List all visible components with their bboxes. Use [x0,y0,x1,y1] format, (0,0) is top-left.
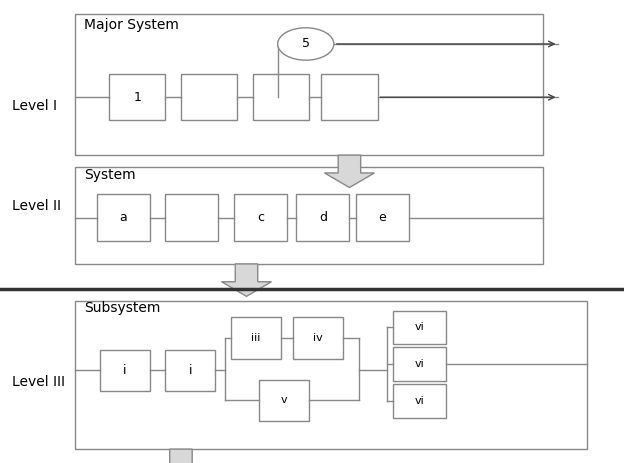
Text: i: i [188,364,192,377]
Bar [75,167,543,264]
Text: iii: iii [251,333,261,343]
Text: Level II: Level II [12,199,62,213]
Bar [165,194,218,241]
Bar [75,14,543,155]
Text: Subsystem: Subsystem [84,301,160,315]
Bar [97,194,150,241]
Bar [296,194,349,241]
Text: iv: iv [313,333,323,343]
Text: vi: vi [415,396,424,406]
Bar [231,317,281,359]
Text: c: c [257,211,264,224]
Text: Level I: Level I [12,100,57,113]
Text: 5: 5 [302,38,310,50]
Text: e: e [378,211,386,224]
Text: v: v [281,395,287,406]
Bar [387,307,456,421]
Polygon shape [156,449,206,463]
Polygon shape [222,264,271,296]
Bar [293,317,343,359]
Text: d: d [319,211,327,224]
Text: 1: 1 [134,91,141,104]
Bar [100,350,150,391]
Bar [321,74,378,120]
Bar [109,74,165,120]
Bar [259,380,309,421]
Text: vi: vi [415,359,424,369]
Bar [393,311,446,344]
Bar [393,347,446,381]
Text: i: i [123,364,127,377]
Bar [181,74,237,120]
Bar [356,194,409,241]
Bar [165,350,215,391]
Bar [253,74,309,120]
Ellipse shape [278,28,334,60]
Text: Level III: Level III [12,375,66,389]
Text: System: System [84,168,136,181]
Bar [75,301,587,449]
Text: Major System: Major System [84,19,179,32]
Bar [234,194,287,241]
Text: a: a [119,211,127,224]
Bar [393,384,446,418]
Text: vi: vi [415,322,424,332]
Polygon shape [324,155,374,188]
